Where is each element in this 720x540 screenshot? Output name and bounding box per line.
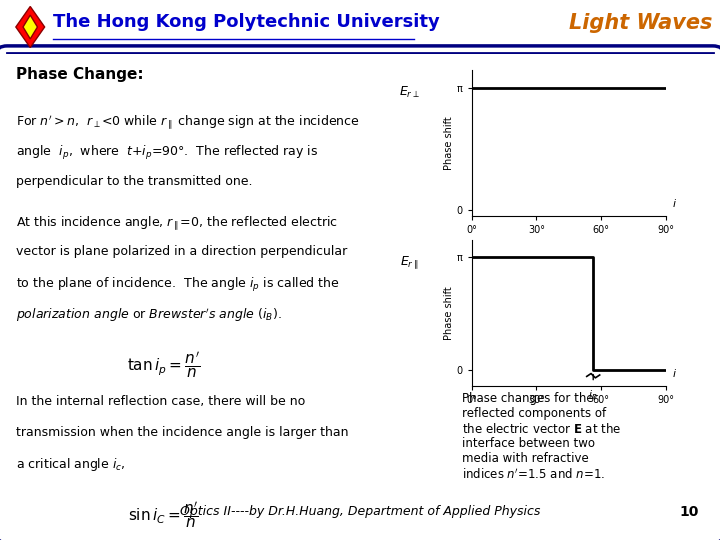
Y-axis label: Phase shift: Phase shift [444,286,454,340]
Text: $\sin i_C = \dfrac{n'}{n}$: $\sin i_C = \dfrac{n'}{n}$ [128,500,199,530]
Text: a critical angle $i_c$,: a critical angle $i_c$, [16,456,125,473]
Text: $\tan i_p = \dfrac{n'}{n}$: $\tan i_p = \dfrac{n'}{n}$ [127,350,200,381]
Text: $E_{r\perp}$: $E_{r\perp}$ [399,85,420,99]
Text: $i$: $i$ [672,367,677,379]
Text: Light Waves: Light Waves [570,12,713,33]
Text: $E_{r\parallel}$: $E_{r\parallel}$ [400,254,418,271]
Text: interface between two: interface between two [462,437,595,450]
Text: Phase Change:: Phase Change: [16,67,144,82]
Text: In the internal reflection case, there will be no: In the internal reflection case, there w… [16,395,305,408]
Text: to the plane of incidence.  The angle $i_p$ is called the: to the plane of incidence. The angle $i_… [16,276,340,294]
Text: $i_p$: $i_p$ [588,389,598,405]
Text: $\it{polarization\ angle}$ or $\it{Brewster's\ angle}$ ($i_B$).: $\it{polarization\ angle}$ or $\it{Brews… [16,307,282,324]
Text: perpendicular to the transmitted one.: perpendicular to the transmitted one. [16,175,253,188]
Text: transmission when the incidence angle is larger than: transmission when the incidence angle is… [16,426,348,438]
Text: vector is plane polarized in a direction perpendicular: vector is plane polarized in a direction… [16,245,347,258]
Text: At this incidence angle, $r_\parallel$=0, the reflected electric: At this incidence angle, $r_\parallel$=0… [16,214,338,232]
Text: For $n'>n$,  $r_\perp$<0 while $r_\parallel$ change sign at the incidence: For $n'>n$, $r_\perp$<0 while $r_\parall… [16,114,360,132]
Text: indices $n'$=1.5 and $n$=1.: indices $n'$=1.5 and $n$=1. [462,467,606,482]
Polygon shape [23,15,37,39]
Text: The Hong Kong Polytechnic University: The Hong Kong Polytechnic University [53,12,439,31]
Y-axis label: Phase shift: Phase shift [444,116,454,170]
Text: angle  $i_p$,  where  $t$+$i_p$=90°.  The reflected ray is: angle $i_p$, where $t$+$i_p$=90°. The re… [16,144,318,163]
Text: 10: 10 [679,505,698,519]
Text: $i$: $i$ [672,197,677,208]
Text: Phase changes for the: Phase changes for the [462,393,594,406]
Polygon shape [16,6,45,48]
Text: the electric vector $\mathbf{E}$ at the: the electric vector $\mathbf{E}$ at the [462,422,621,436]
Text: media with refractive: media with refractive [462,453,589,465]
Text: Optics II----by Dr.H.Huang, Department of Applied Physics: Optics II----by Dr.H.Huang, Department o… [180,505,540,518]
Text: reflected components of: reflected components of [462,407,606,420]
